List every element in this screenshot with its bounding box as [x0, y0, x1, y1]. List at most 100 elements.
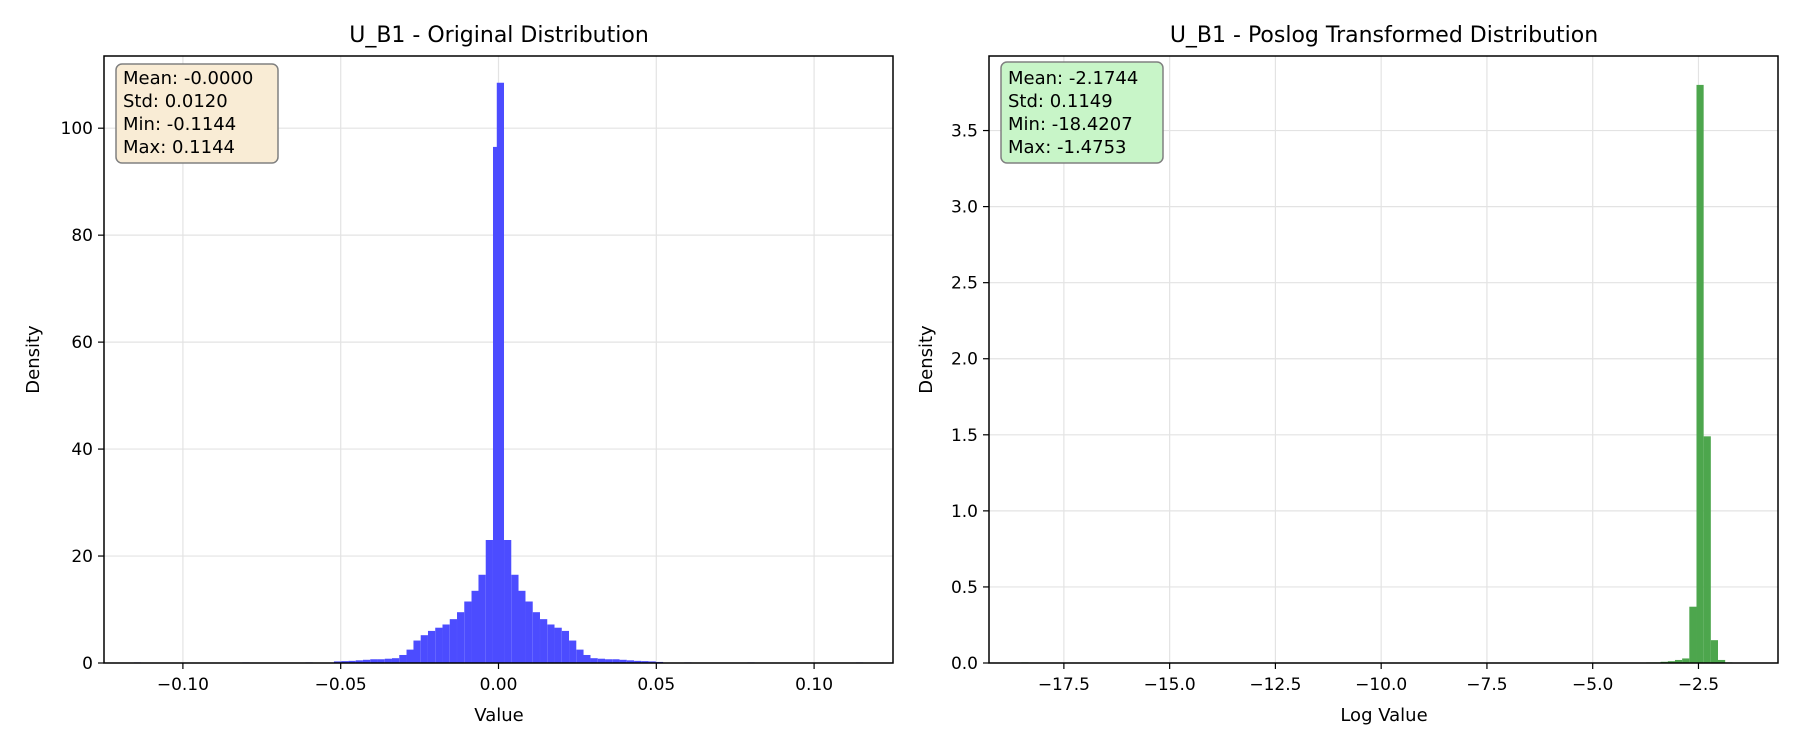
left-stat-min: Min: -0.1144	[123, 114, 236, 135]
left-y-tick-label: 80	[71, 226, 93, 246]
left-histogram-bar	[435, 627, 443, 663]
left-histogram-bar	[583, 654, 591, 663]
left-stats-box: Mean: -0.0000 Std: 0.0120 Min: -0.1144 M…	[115, 63, 279, 164]
right-x-tick-label: −17.5	[1038, 675, 1090, 695]
right-stat-mean: Mean: -2.1744	[1008, 68, 1138, 89]
right-y-tick-label: 1.5	[951, 426, 978, 446]
right-x-tick-label: −5.0	[1572, 675, 1613, 695]
right-y-tick-label: 2.0	[951, 350, 978, 370]
left-histogram-bar	[377, 659, 385, 663]
left-histogram-bar	[561, 630, 570, 663]
left-histogram-bar	[569, 640, 577, 663]
left-histogram-bar	[406, 649, 414, 663]
left-x-tick-label: 0.05	[637, 675, 675, 695]
right-y-tick-label: 3.0	[951, 198, 978, 218]
left-y-tick-label: 0	[82, 654, 93, 674]
left-histogram-bar	[525, 601, 533, 663]
left-histogram-bar	[485, 539, 493, 663]
left-histogram-bar	[634, 660, 642, 663]
left-histogram-bar	[333, 661, 342, 663]
left-histogram-bar	[457, 612, 465, 663]
left-stat-std: Std: 0.0120	[123, 91, 228, 112]
left-stats-box-background	[115, 63, 279, 164]
right-histogram-bar	[1682, 658, 1690, 663]
left-histogram-bar	[597, 658, 605, 663]
left-histogram-bar	[612, 659, 620, 663]
left-y-tick-label: 60	[71, 333, 93, 353]
left-y-tick-label: 100	[61, 119, 93, 139]
left-histogram-bars	[133, 82, 864, 663]
left-histogram-bar	[511, 574, 519, 663]
right-y-tick-label: 0.0	[951, 654, 978, 674]
left-histogram-bar	[413, 640, 421, 663]
left-histogram-bar	[341, 661, 349, 663]
left-x-tick-label: 0.00	[480, 675, 518, 695]
left-histogram-bar	[547, 624, 555, 663]
right-stats-box-background	[1000, 61, 1164, 164]
right-x-ticks: −17.5 −15.0 −12.5 −10.0 −7.5 −5.0 −2.5	[1038, 663, 1719, 695]
left-histogram-bar	[362, 659, 371, 663]
right-x-tick-label: −15.0	[1144, 675, 1196, 695]
right-histogram-bars	[1021, 84, 1733, 663]
left-x-tick-label: −0.10	[157, 675, 209, 695]
left-histogram-bar	[540, 619, 548, 663]
left-histogram-bar	[478, 574, 486, 663]
right-plot-frame	[988, 55, 1779, 664]
right-x-tick-label: −12.5	[1249, 675, 1301, 695]
right-y-tick-label: 2.5	[951, 274, 978, 294]
right-chart-title: U_B1 - Poslog Transformed Distribution	[1170, 23, 1598, 48]
right-histogram-bar	[1703, 436, 1711, 663]
left-histogram-bar	[492, 146, 501, 663]
left-stat-max: Max: 0.1144	[123, 137, 235, 158]
left-stat-mean: Mean: -0.0000	[123, 68, 253, 89]
left-y-ticks: 0 20 40 60 80 100	[61, 119, 104, 674]
right-stat-min: Min: -18.4207	[1008, 114, 1133, 135]
left-x-ticks: −0.10 −0.05 0.00 0.05 0.10	[157, 663, 833, 695]
right-stat-std: Std: 0.1149	[1008, 91, 1113, 112]
left-chart-title: U_B1 - Original Distribution	[349, 23, 649, 48]
right-histogram-bar	[1674, 659, 1683, 663]
right-y-tick-label: 0.5	[951, 578, 978, 598]
left-histogram-bar	[626, 660, 635, 663]
left-histogram-bar	[427, 630, 436, 663]
right-x-axis-label: Log Value	[1340, 705, 1427, 726]
right-y-tick-label: 1.0	[951, 502, 978, 522]
right-x-tick-label: −10.0	[1355, 675, 1407, 695]
left-histogram-bar	[355, 660, 363, 663]
left-histogram-bar	[496, 82, 505, 663]
left-chart-panel: U_B1 - Original Distribution −0.10 −0.05 0…	[23, 23, 894, 726]
left-histogram-bar	[504, 539, 512, 663]
right-stat-max: Max: -1.4753	[1008, 137, 1126, 158]
left-x-axis-label: Value	[474, 705, 523, 726]
left-histogram-bar	[590, 658, 598, 663]
right-x-tick-label: −2.5	[1678, 675, 1719, 695]
left-histogram-bar	[554, 627, 562, 663]
right-stats-box: Mean: -2.1744 Std: 0.1149 Min: -18.4207 …	[1000, 61, 1164, 164]
left-histogram-bar	[471, 590, 479, 663]
left-histogram-bar	[370, 659, 378, 663]
left-y-axis-label: Density	[23, 325, 44, 394]
left-x-tick-label: 0.10	[795, 675, 833, 695]
left-histogram-bar	[532, 612, 540, 663]
right-histogram-bar	[1718, 659, 1726, 663]
left-histogram-bar	[464, 601, 472, 663]
left-histogram-bar	[384, 658, 392, 663]
left-y-tick-label: 20	[71, 547, 93, 567]
left-histogram-bar	[399, 654, 407, 663]
left-histogram-bar	[449, 619, 457, 663]
left-histogram-bar	[605, 659, 613, 663]
left-histogram-bar	[576, 649, 584, 663]
right-histogram-bar	[1696, 84, 1704, 663]
right-y-axis-label: Density	[916, 325, 937, 394]
right-y-ticks: 0.0 0.5 1.0 1.5 2.0 2.5 3.0 3.5	[951, 122, 989, 674]
right-histogram-bar	[1710, 640, 1718, 663]
left-histogram-bar	[648, 661, 656, 663]
right-y-tick-label: 3.5	[951, 122, 978, 142]
left-histogram-bar	[348, 660, 356, 663]
left-histogram-bar	[392, 658, 400, 663]
left-y-tick-label: 40	[71, 440, 93, 460]
left-x-tick-label: −0.05	[315, 675, 367, 695]
left-histogram-bar	[619, 659, 627, 663]
left-histogram-bar	[442, 624, 450, 663]
